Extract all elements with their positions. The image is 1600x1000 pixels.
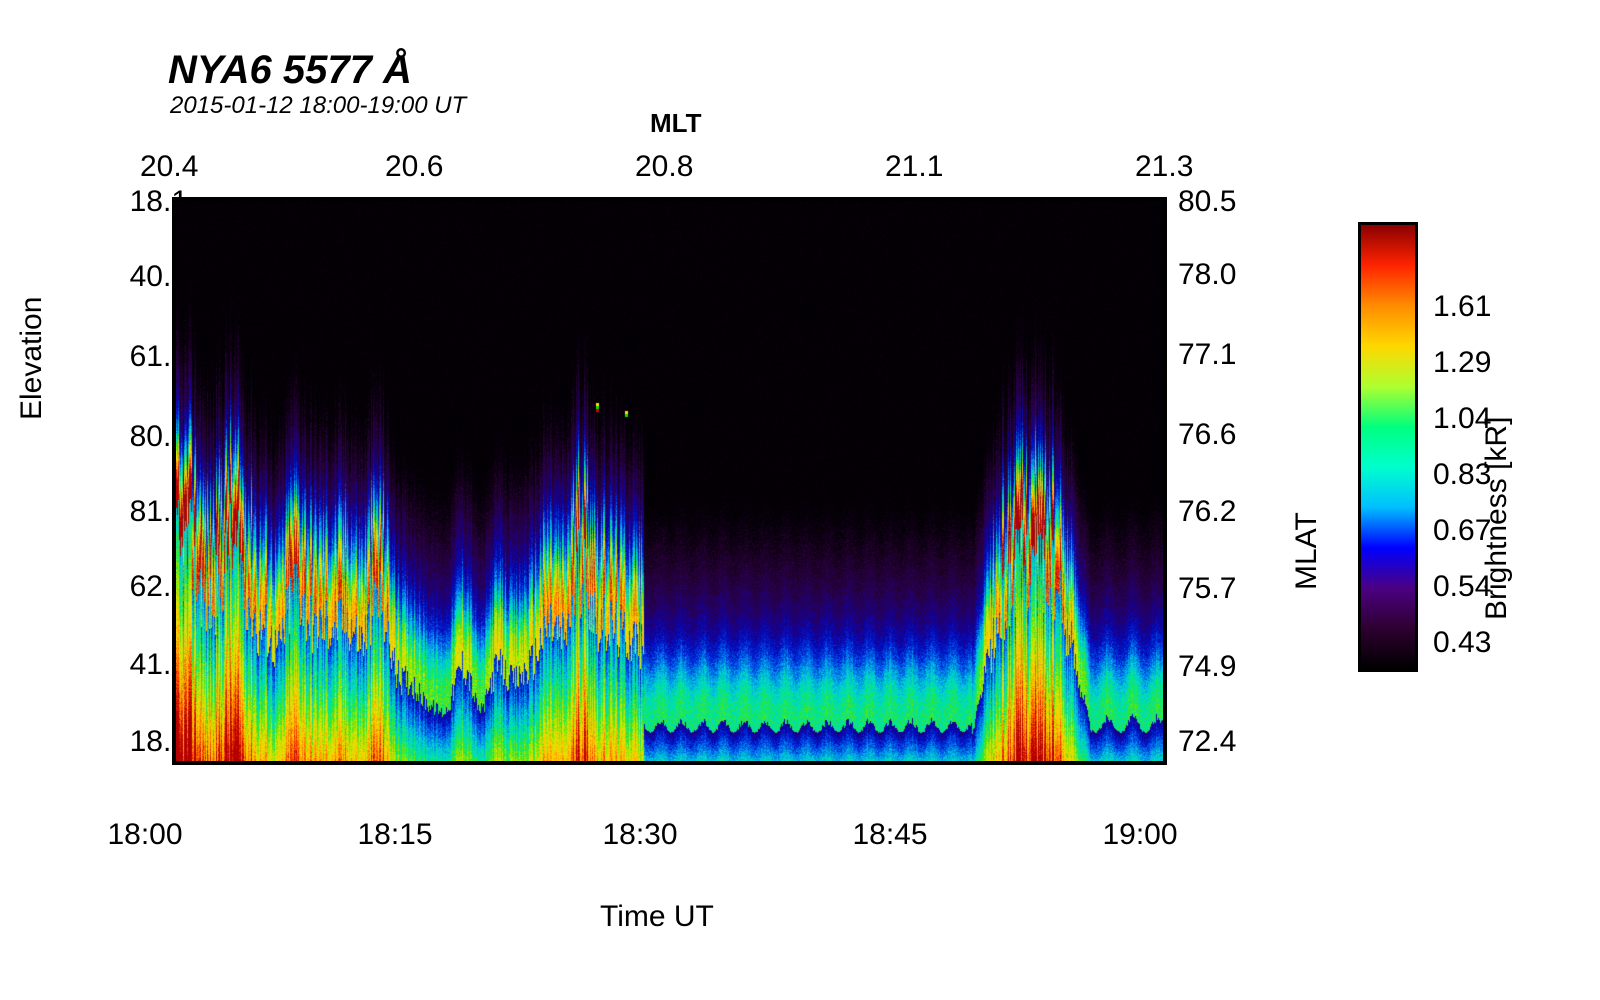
right-tick-5: 75.7 bbox=[1178, 572, 1236, 606]
left-tick-6: 41.2 bbox=[38, 648, 188, 682]
colorbar-tick-6: 0.43 bbox=[1433, 626, 1491, 660]
top-axis-title: MLT bbox=[650, 108, 702, 139]
right-tick-6: 74.9 bbox=[1178, 650, 1236, 684]
colorbar-tick-1: 1.29 bbox=[1433, 346, 1491, 380]
chart-subtitle: 2015-01-12 18:00-19:00 UT bbox=[170, 92, 466, 120]
bottom-tick-3: 18:45 bbox=[815, 818, 965, 852]
right-tick-0: 80.5 bbox=[1178, 185, 1236, 219]
left-tick-2: 61.6 bbox=[38, 340, 188, 374]
keogram-heatmap bbox=[172, 197, 1167, 765]
right-tick-7: 72.4 bbox=[1178, 725, 1236, 759]
bottom-axis-title: Time UT bbox=[600, 900, 714, 934]
chart-title: NYA6 5577 Å bbox=[168, 48, 412, 93]
bottom-tick-4: 19:00 bbox=[1065, 818, 1215, 852]
left-tick-7: 18.0 bbox=[38, 725, 188, 759]
bottom-tick-2: 18:30 bbox=[565, 818, 715, 852]
right-tick-1: 78.0 bbox=[1178, 258, 1236, 292]
left-tick-4: 81.3 bbox=[38, 495, 188, 529]
chart-root: NYA6 5577 Å 2015-01-12 18:00-19:00 UT ML… bbox=[0, 0, 1600, 1000]
colorbar-title: Brightness [kR] bbox=[1480, 417, 1514, 620]
right-tick-4: 76.2 bbox=[1178, 495, 1236, 529]
left-tick-1: 40.8 bbox=[38, 260, 188, 294]
bottom-tick-0: 18:00 bbox=[70, 818, 220, 852]
top-tick-1: 20.6 bbox=[385, 150, 443, 184]
right-tick-2: 77.1 bbox=[1178, 338, 1236, 372]
top-tick-0: 20.4 bbox=[140, 150, 198, 184]
top-tick-4: 21.3 bbox=[1135, 150, 1193, 184]
colorbar: 1.61 1.29 1.04 0.83 0.67 0.54 0.43 bbox=[1358, 222, 1418, 672]
left-tick-0: 18.1 bbox=[38, 185, 188, 219]
right-tick-3: 76.6 bbox=[1178, 418, 1236, 452]
left-axis-title: Elevation bbox=[15, 297, 49, 420]
heatmap-canvas bbox=[176, 201, 1167, 765]
left-tick-5: 62.2 bbox=[38, 570, 188, 604]
left-tick-3: 80.7 bbox=[38, 420, 188, 454]
bottom-tick-1: 18:15 bbox=[320, 818, 470, 852]
top-tick-3: 21.1 bbox=[885, 150, 943, 184]
colorbar-tick-0: 1.61 bbox=[1433, 290, 1491, 324]
top-tick-2: 20.8 bbox=[635, 150, 693, 184]
right-axis-title: MLAT bbox=[1290, 512, 1324, 590]
colorbar-gradient bbox=[1358, 222, 1418, 672]
